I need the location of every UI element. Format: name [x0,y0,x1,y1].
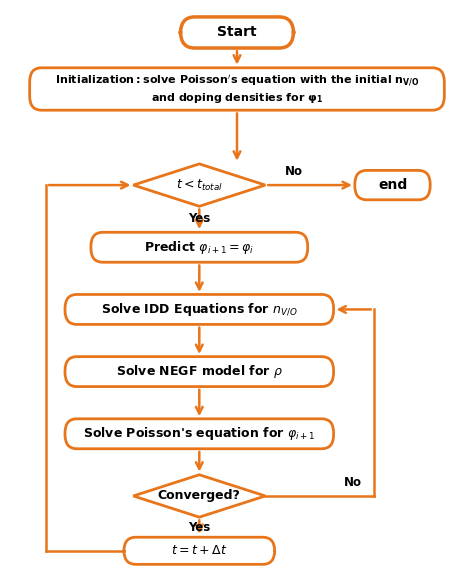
Text: $\mathbf{Initialization: solve\ Poisson's\ equation\ with\ the\ initial}$ $\math: $\mathbf{Initialization: solve\ Poisson'… [55,73,419,105]
Polygon shape [133,164,265,206]
Text: Yes: Yes [188,212,210,225]
Polygon shape [133,475,265,517]
FancyBboxPatch shape [30,68,444,110]
Text: Predict $\varphi_{i+1}=\varphi_i$: Predict $\varphi_{i+1}=\varphi_i$ [144,239,255,256]
FancyBboxPatch shape [355,170,430,200]
FancyBboxPatch shape [181,17,293,48]
Text: Converged?: Converged? [158,490,241,503]
Text: Solve IDD Equations for $n_{V/O}$: Solve IDD Equations for $n_{V/O}$ [101,301,298,318]
FancyBboxPatch shape [65,357,334,387]
Text: No: No [284,165,302,178]
FancyBboxPatch shape [91,232,308,262]
Text: $t < t_{total}$: $t < t_{total}$ [176,178,223,193]
FancyBboxPatch shape [124,537,275,565]
FancyBboxPatch shape [65,294,334,324]
FancyBboxPatch shape [65,419,334,449]
Text: $t=t+\Delta t$: $t=t+\Delta t$ [171,544,228,557]
Text: end: end [378,178,407,192]
Text: No: No [344,475,362,488]
Text: Solve Poisson's equation for $\varphi_{i+1}$: Solve Poisson's equation for $\varphi_{i… [83,425,316,442]
Text: Start: Start [217,26,257,40]
Text: Solve NEGF model for $\rho$: Solve NEGF model for $\rho$ [116,363,283,380]
Text: Yes: Yes [188,521,210,534]
